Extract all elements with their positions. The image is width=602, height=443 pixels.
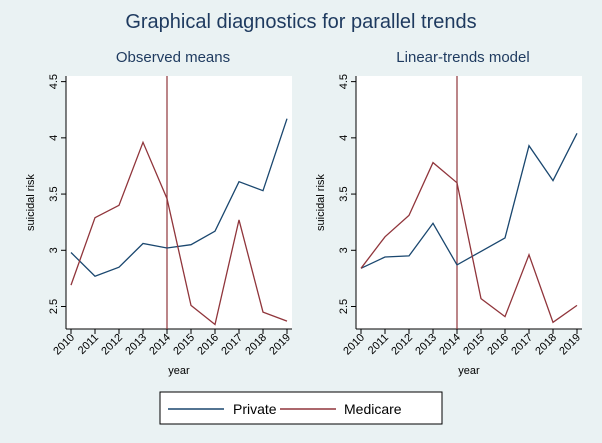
x-tick-label: 2014 [437,332,463,358]
x-tick-label: 2013 [123,332,149,358]
y-tick-label: 3.5 [338,186,350,201]
y-tick-label: 4.5 [338,74,350,89]
panel-1: Observed means 2.5 3 3.5 4 4.5 suicidal risk 20… [25,49,293,377]
plot-area [356,76,582,329]
legend-label-private: Private [233,401,277,417]
x-tick-label: 2017 [509,332,535,358]
x-tick-label: 2012 [99,332,125,358]
y-tick-label: 4 [48,135,60,141]
x-axis-label: year [458,365,480,377]
x-tick-label: 2017 [219,332,245,358]
y-axis-label: suicidal risk [25,174,37,231]
x-tick-label: 2015 [461,332,487,358]
x-tick-label: 2018 [533,332,559,358]
panel-2: Linear-trends model 2.5 3 3.5 4 4.5 suicidal r… [315,49,583,377]
panel-title: Observed means [116,49,230,66]
x-tick-label: 2016 [195,332,221,358]
panels: Observed means 2.5 3 3.5 4 4.5 suicidal risk 20… [25,49,583,377]
x-tick-label: 2011 [76,332,101,357]
series-line-medicare [70,140,288,326]
y-tick-label: 3 [338,247,350,253]
x-tick-label: 2014 [147,332,173,358]
figure-title: Graphical diagnostics for parallel trend… [125,11,476,33]
x-tick-label: 2016 [485,332,511,358]
y-tick-label: 3 [48,247,60,253]
y-tick-label: 2.5 [338,299,350,314]
panel-title: Linear-trends model [396,49,529,66]
series-line-private [360,133,578,269]
x-tick-label: 2019 [267,332,293,358]
y-tick-label: 2.5 [48,299,60,314]
x-tick-label: 2018 [243,332,269,358]
y-tick-label: 4 [338,135,350,141]
plot-area [66,76,292,329]
x-tick-label: 2011 [366,332,391,357]
x-tick-label: 2012 [389,332,415,358]
x-axis-label: year [168,365,190,377]
y-axis-label: suicidal risk [315,174,327,231]
x-tick-label: 2019 [557,332,583,358]
legend: Private Medicare [159,391,443,425]
legend-box [159,391,443,425]
series-line-medicare [360,161,578,324]
x-tick-label: 2010 [341,332,367,358]
x-tick-label: 2013 [413,332,439,358]
x-tick-label: 2010 [51,332,77,358]
series-line-private [70,118,288,277]
y-tick-label: 4.5 [48,74,60,89]
y-tick-label: 3.5 [48,186,60,201]
x-tick-label: 2015 [171,332,197,358]
legend-label-medicare: Medicare [344,401,402,417]
